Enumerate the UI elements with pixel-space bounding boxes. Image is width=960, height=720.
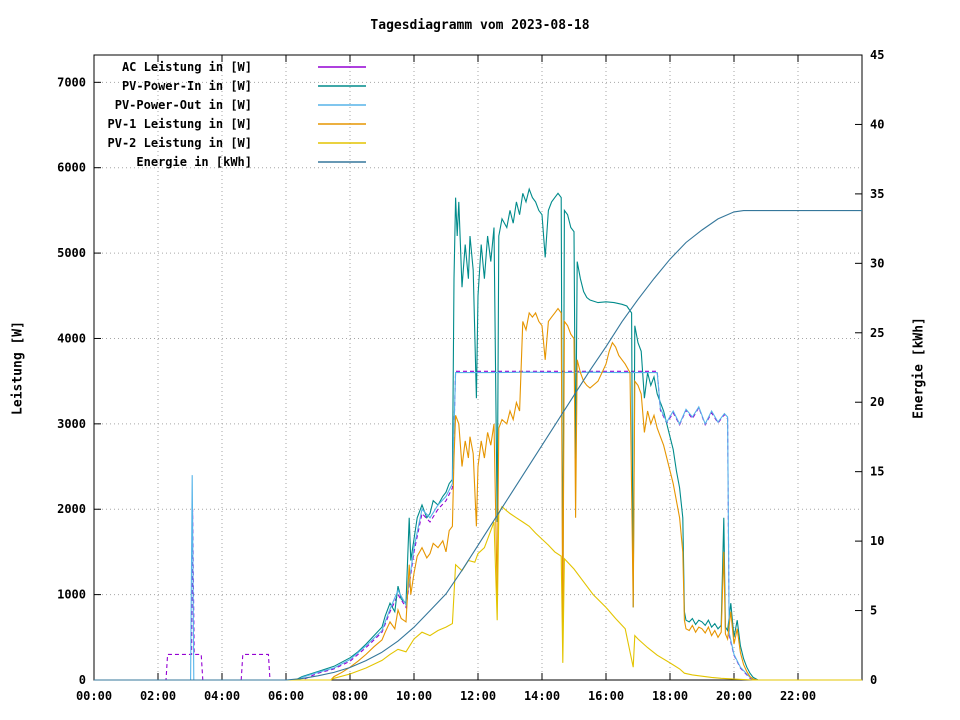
- y-right-tick-label: 0: [870, 673, 877, 687]
- series-line-energy: [94, 210, 862, 681]
- plot-border: [93, 54, 863, 681]
- legend-label-pv-in: PV-Power-In in [W]: [122, 79, 252, 93]
- y-left-tick-label: 5000: [57, 246, 86, 260]
- x-tick-label: 10:00: [396, 689, 432, 703]
- series-line-pv1: [94, 307, 862, 681]
- y-left-tick-label: 2000: [57, 502, 86, 516]
- legend-label-pv-out: PV-Power-Out in [W]: [115, 98, 252, 112]
- y-right-tick-label: 35: [870, 187, 884, 201]
- y-left-tick-label: 1000: [57, 588, 86, 602]
- x-tick-label: 12:00: [460, 689, 496, 703]
- legend-label-ac: AC Leistung in [W]: [122, 60, 252, 74]
- x-tick-label: 22:00: [780, 689, 816, 703]
- x-tick-label: 08:00: [332, 689, 368, 703]
- legend-label-pv1: PV-1 Leistung in [W]: [108, 117, 253, 131]
- series-line-pv2: [94, 505, 862, 681]
- x-tick-label: 18:00: [652, 689, 688, 703]
- y-left-tick-label: 4000: [57, 331, 86, 345]
- series-line-pv-in: [94, 187, 862, 681]
- x-tick-label: 04:00: [204, 689, 240, 703]
- x-tick-label: 00:00: [76, 689, 112, 703]
- legend-label-pv2: PV-2 Leistung in [W]: [108, 136, 253, 150]
- y-left-tick-label: 3000: [57, 417, 86, 431]
- y-right-tick-label: 40: [870, 117, 884, 131]
- x-tick-label: 02:00: [140, 689, 176, 703]
- x-tick-label: 16:00: [588, 689, 624, 703]
- chart-title: Tagesdiagramm vom 2023-08-18: [370, 18, 590, 33]
- series-line-ac: [94, 370, 862, 681]
- y-left-tick-label: 0: [79, 673, 86, 687]
- x-tick-label: 14:00: [524, 689, 560, 703]
- y-left-tick-label: 6000: [57, 161, 86, 175]
- y-right-tick-label: 25: [870, 326, 884, 340]
- y-right-tick-label: 45: [870, 48, 884, 62]
- y-right-tick-label: 10: [870, 534, 884, 548]
- series-line-pv-out: [94, 371, 862, 681]
- legend-label-energy: Energie in [kWh]: [136, 155, 252, 169]
- y-right-tick-label: 15: [870, 465, 884, 479]
- x-tick-label: 20:00: [716, 689, 752, 703]
- y-left-tick-label: 7000: [57, 75, 86, 89]
- y-right-tick-label: 5: [870, 604, 877, 618]
- y-right-tick-label: 30: [870, 256, 884, 270]
- x-tick-label: 06:00: [268, 689, 304, 703]
- y-right-tick-label: 20: [870, 395, 884, 409]
